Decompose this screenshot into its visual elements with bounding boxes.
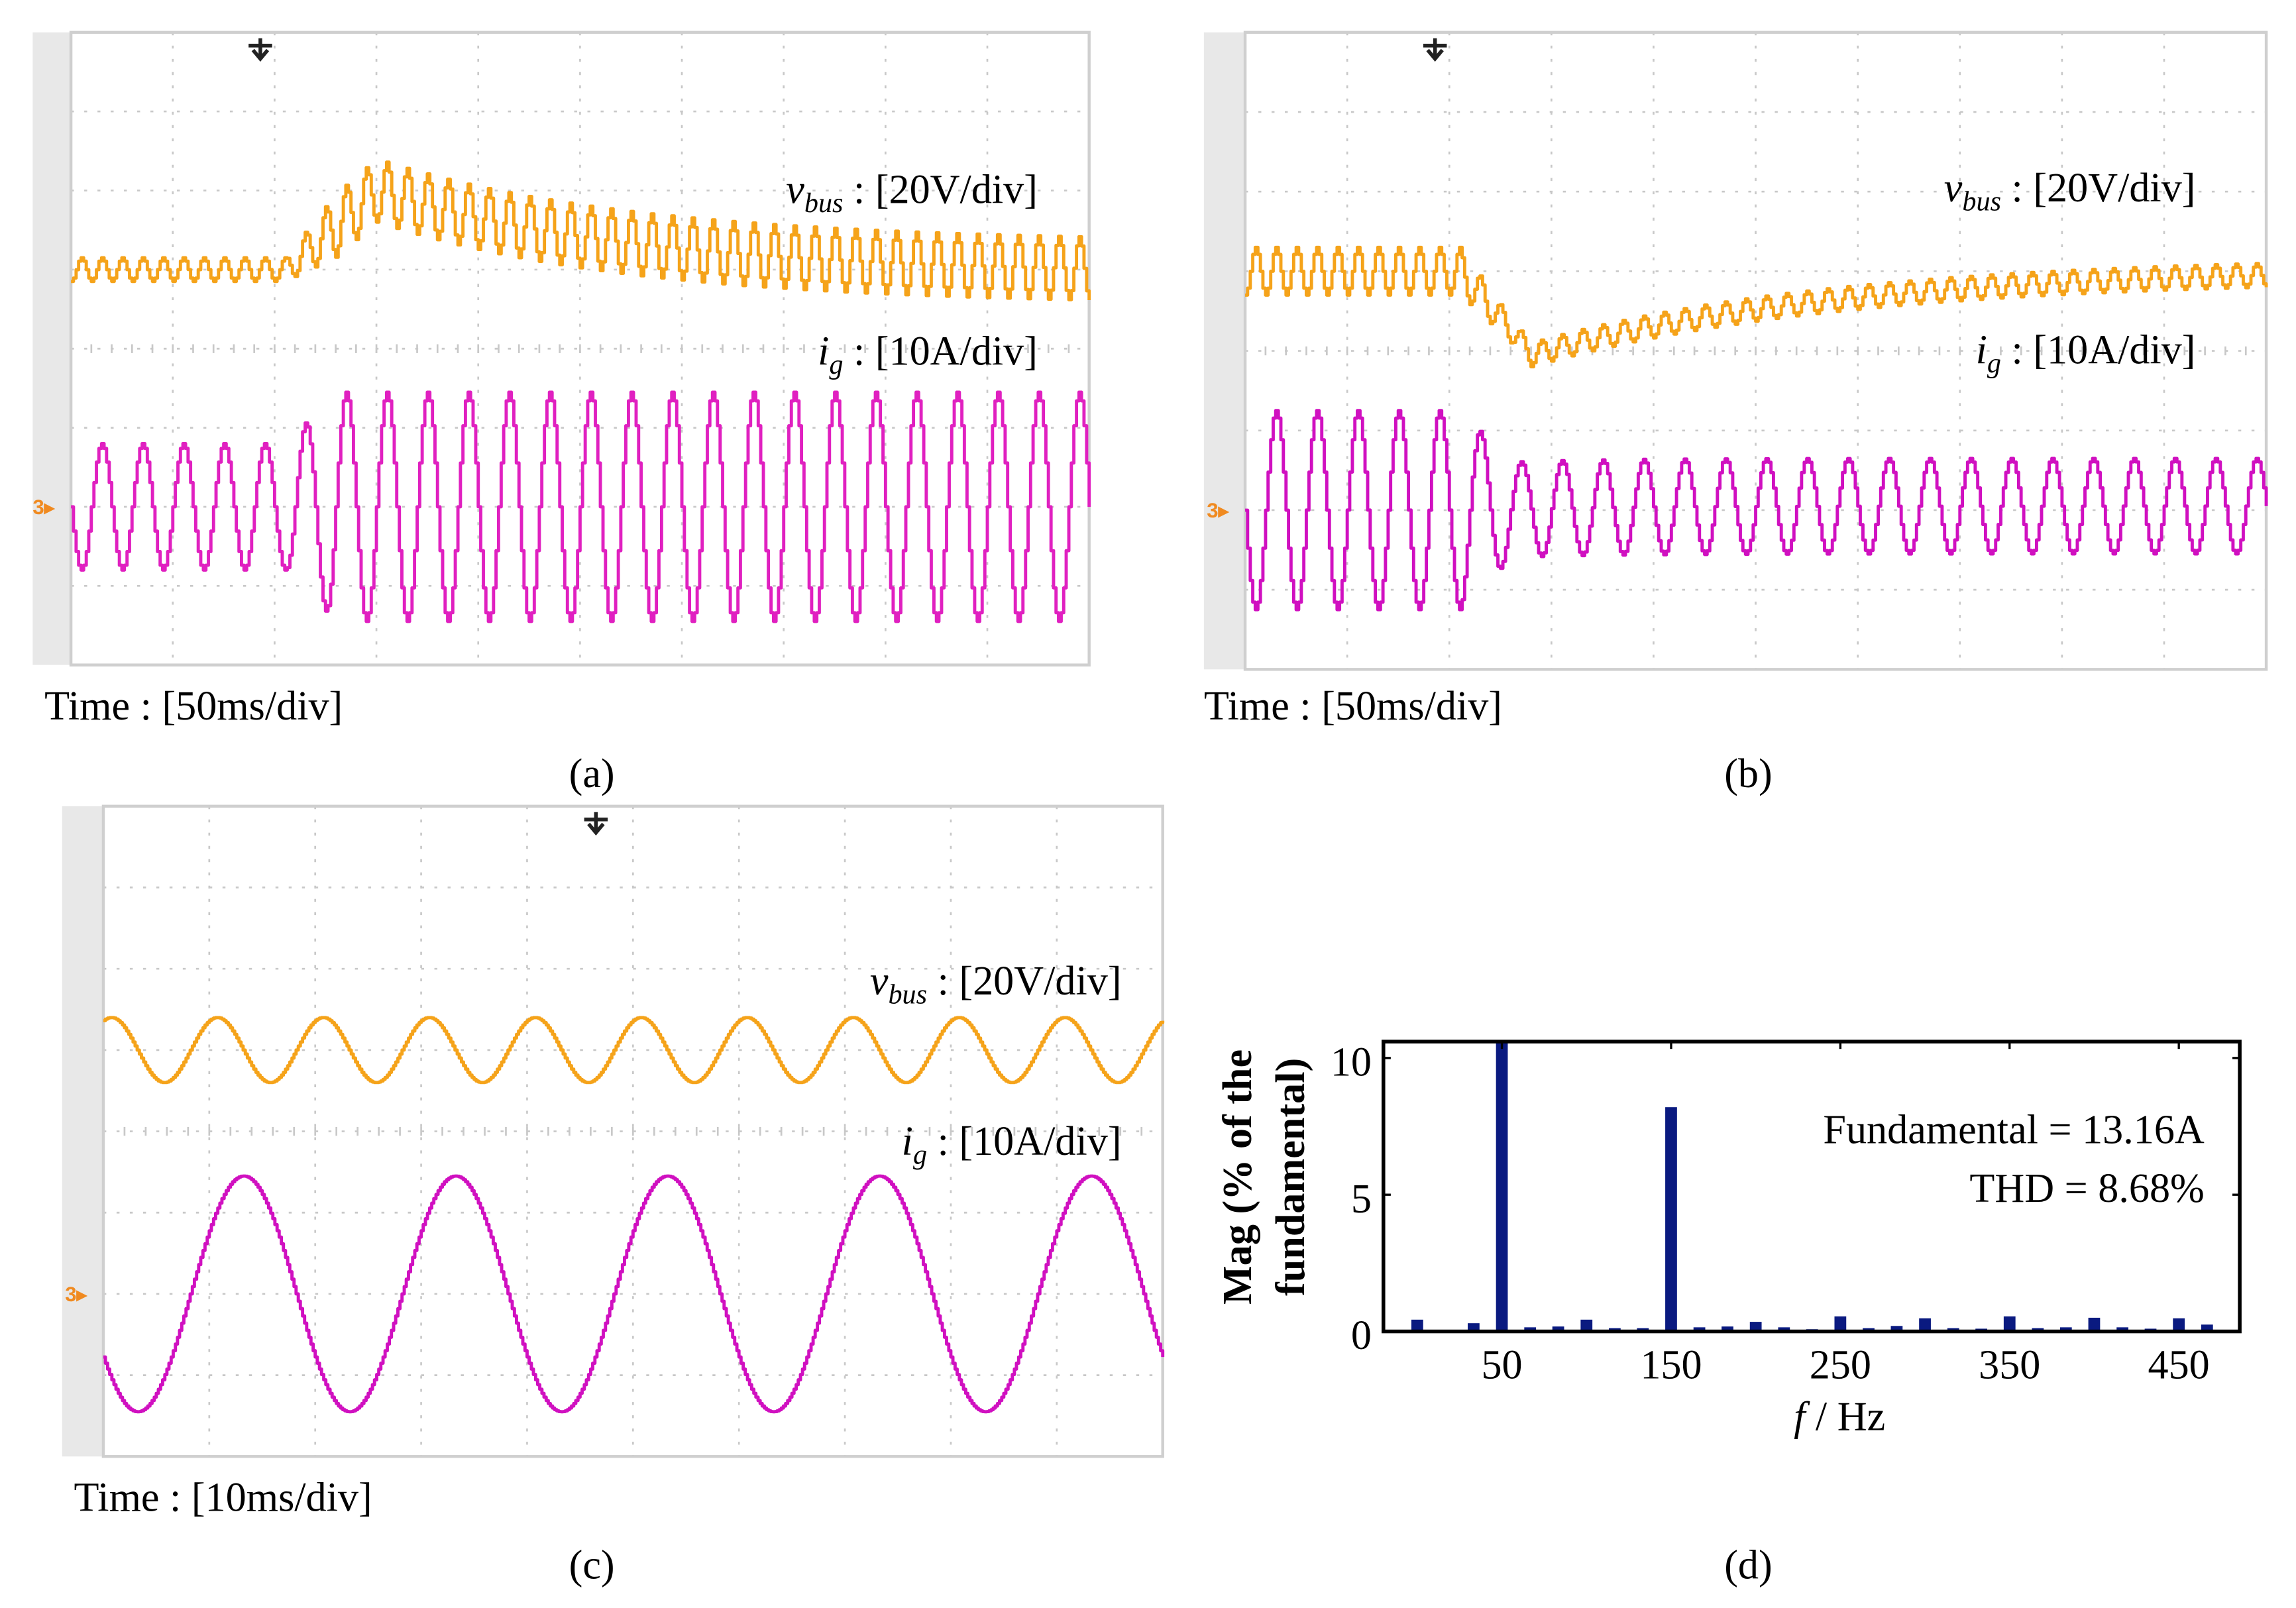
ig-label: ig : [10A/div] bbox=[1976, 327, 2196, 378]
bar bbox=[1524, 1327, 1537, 1332]
y-axis-label-line1: Mag (% of the bbox=[1215, 1049, 1260, 1305]
panel-label-d: (d) bbox=[1724, 1543, 1772, 1588]
time-scale-label: Time : [50ms/div] bbox=[44, 684, 343, 729]
vbus-label: vbus : [20V/div] bbox=[1944, 166, 2196, 217]
panel-label-c: (c) bbox=[569, 1543, 615, 1588]
scope-border bbox=[1243, 30, 2268, 671]
bar bbox=[1778, 1327, 1790, 1332]
channel-3-marker-icon: 3▸ bbox=[65, 1283, 87, 1306]
vbus-trace bbox=[71, 160, 1091, 301]
scope-border bbox=[69, 30, 1091, 667]
bar bbox=[1665, 1107, 1677, 1332]
scope-side-strip bbox=[1203, 32, 1246, 670]
bar bbox=[2201, 1324, 2213, 1332]
bar bbox=[1468, 1323, 1480, 1332]
ig-trace bbox=[1245, 409, 2268, 612]
bar bbox=[1722, 1326, 1733, 1332]
y-axis-label-line2: fundamental) bbox=[1268, 1058, 1313, 1296]
panel-a: 3▸ vbus : [20V/div] ig : [10A/div] Time … bbox=[32, 30, 1091, 796]
y-tick-label: 0 bbox=[1351, 1313, 1372, 1358]
x-tick-label: 350 bbox=[1979, 1343, 2040, 1388]
bar bbox=[1919, 1318, 1931, 1332]
panel-b: 3▸ vbus : [20V/div] ig : [10A/div] Time … bbox=[1203, 30, 2268, 796]
vbus-label: vbus : [20V/div] bbox=[870, 959, 1122, 1010]
scope-side-strip bbox=[62, 806, 103, 1457]
bar bbox=[1693, 1327, 1706, 1332]
trigger-marker-icon bbox=[584, 812, 608, 836]
bar bbox=[2088, 1317, 2101, 1332]
y-axis-label: Mag (% of the fundamental) bbox=[1215, 1049, 1313, 1305]
x-tick-label: 250 bbox=[1810, 1343, 1871, 1388]
scope-screen-a: 3▸ bbox=[32, 30, 1091, 667]
vbus-trace bbox=[1245, 245, 2268, 369]
x-tick-label: 50 bbox=[1481, 1343, 1522, 1388]
x-axis-label: f / Hz bbox=[1794, 1394, 1885, 1439]
bar bbox=[2059, 1327, 2072, 1332]
bar bbox=[1749, 1322, 1762, 1332]
x-tick-label: 150 bbox=[1640, 1343, 1702, 1388]
ig-label: ig : [10A/div] bbox=[902, 1119, 1122, 1170]
y-tick-label: 10 bbox=[1331, 1040, 1372, 1085]
bar bbox=[1834, 1316, 1847, 1332]
scope-border bbox=[101, 804, 1164, 1458]
channel-3-marker-icon: 3▸ bbox=[32, 496, 55, 519]
panel-label-a: (a) bbox=[569, 751, 615, 796]
scope-screen-b: 3▸ bbox=[1207, 30, 2268, 671]
y-tick-label: 5 bbox=[1351, 1177, 1372, 1222]
bar bbox=[1580, 1319, 1593, 1332]
vbus-trace bbox=[103, 1016, 1165, 1085]
bar bbox=[2003, 1316, 2016, 1332]
bar bbox=[1552, 1326, 1564, 1332]
panel-label-b: (b) bbox=[1724, 751, 1772, 796]
bar bbox=[1496, 1042, 1508, 1332]
bar bbox=[2116, 1327, 2128, 1332]
ig-trace bbox=[103, 1174, 1165, 1414]
scope-screen-c: 3▸ bbox=[65, 804, 1165, 1458]
channel-3-marker-icon: 3▸ bbox=[1207, 499, 1229, 522]
axis-ticks: 50 150 250 350 450 0 5 10 bbox=[1331, 1040, 2240, 1388]
thd-annotation: THD = 8.68% bbox=[1969, 1166, 2204, 1211]
x-tick-label: 450 bbox=[2148, 1343, 2210, 1388]
trigger-marker-icon bbox=[248, 38, 272, 62]
fundamental-annotation: Fundamental = 13.16A bbox=[1823, 1107, 2205, 1152]
bar bbox=[2173, 1318, 2185, 1332]
ig-trace bbox=[71, 390, 1091, 623]
bar bbox=[1890, 1326, 1903, 1332]
vbus-label: vbus : [20V/div] bbox=[786, 167, 1038, 218]
panel-c: 3▸ vbus : [20V/div] ig : [10A/div] Time … bbox=[62, 804, 1165, 1588]
trigger-marker-icon bbox=[1423, 38, 1447, 62]
bar bbox=[1411, 1319, 1423, 1332]
scope-side-strip bbox=[32, 32, 72, 665]
plot-frame bbox=[1382, 1040, 2242, 1334]
ig-label: ig : [10A/div] bbox=[818, 329, 1038, 380]
time-scale-label: Time : [50ms/div] bbox=[1204, 684, 1502, 729]
time-scale-label: Time : [10ms/div] bbox=[74, 1475, 372, 1520]
